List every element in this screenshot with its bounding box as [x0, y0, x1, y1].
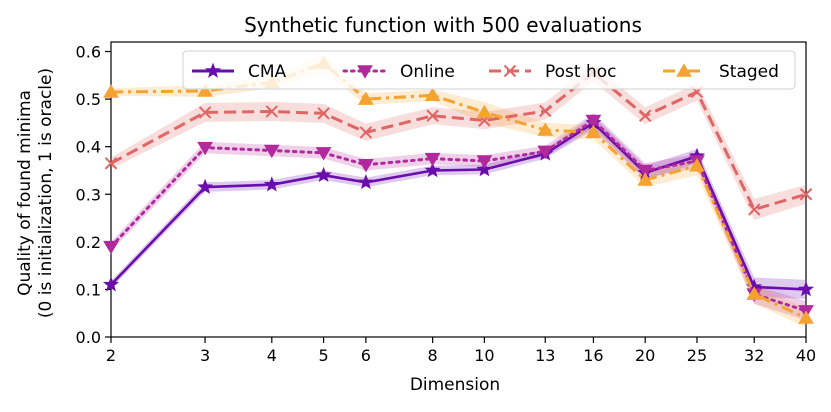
- data-point: [102, 276, 120, 292]
- y-tick-label: 0.6: [76, 43, 101, 62]
- data-point: [198, 106, 212, 119]
- data-point: [315, 166, 332, 183]
- data-point: [263, 144, 280, 159]
- data-point: [799, 188, 813, 201]
- legend-label: Online: [400, 62, 455, 82]
- data-point: [103, 240, 119, 255]
- data-point: [358, 91, 374, 105]
- x-tick-label: 6: [361, 346, 371, 365]
- legend-label: Post hoc: [545, 62, 617, 82]
- y-tick-label: 0.4: [76, 138, 101, 157]
- data-point: [798, 310, 814, 324]
- data-point: [637, 172, 654, 186]
- y-tick-label: 0.1: [76, 280, 101, 299]
- x-tick-label: 25: [687, 346, 707, 365]
- x-tick-label: 32: [744, 346, 764, 365]
- y-tick-label: 0.3: [76, 185, 101, 204]
- data-point: [104, 157, 118, 170]
- data-point: [197, 141, 213, 156]
- data-point: [537, 145, 554, 160]
- legend-marker: [204, 62, 222, 78]
- data-point: [357, 173, 374, 190]
- data-point: [265, 105, 279, 118]
- x-tick-label: 13: [535, 346, 555, 365]
- y-axis-label-line2: (0 is initialization, 1 is oracle): [36, 68, 56, 318]
- data-point: [359, 126, 373, 139]
- data-point: [585, 124, 602, 139]
- data-point: [537, 122, 554, 136]
- x-tick-label: 40: [796, 346, 816, 365]
- x-tick-label: 2: [106, 346, 116, 365]
- x-tick-label: 8: [428, 346, 438, 365]
- data-point: [637, 164, 654, 179]
- x-tick-label: 5: [318, 346, 328, 365]
- data-point: [424, 162, 441, 178]
- y-tick-label: 0.0: [76, 328, 101, 347]
- data-point: [263, 176, 280, 192]
- series-band: [111, 113, 806, 321]
- data-point: [585, 114, 602, 129]
- series-band: [111, 54, 806, 328]
- legend-marker: [357, 65, 373, 79]
- data-point: [424, 152, 441, 167]
- y-axis-label-line1: Quality of found minima: [15, 90, 35, 296]
- data-point: [746, 286, 763, 300]
- y-tick-label: 0.5: [76, 90, 101, 109]
- x-tick-label: 3: [200, 346, 210, 365]
- data-point: [638, 109, 652, 122]
- data-point: [797, 280, 815, 297]
- legend-label: Staged: [719, 62, 779, 82]
- data-point: [476, 104, 493, 119]
- data-point: [424, 87, 441, 102]
- data-point: [748, 203, 761, 216]
- data-point: [476, 155, 493, 169]
- data-point: [197, 83, 213, 97]
- y-tick-label: 0.2: [76, 233, 101, 252]
- data-point: [689, 158, 705, 172]
- x-tick-label: 16: [583, 346, 603, 365]
- legend-marker: [503, 64, 517, 78]
- data-point: [315, 147, 332, 161]
- data-point: [197, 178, 214, 194]
- data-point: [358, 159, 374, 173]
- data-point: [103, 84, 119, 98]
- x-tick-label: 20: [635, 346, 655, 365]
- data-point: [426, 109, 439, 122]
- chart-title: Synthetic function with 500 evaluations: [244, 13, 642, 37]
- legend: CMA Online Post hoc Staged: [182, 50, 796, 90]
- data-point: [476, 161, 493, 177]
- axes-frame: [110, 41, 807, 338]
- x-tick-label: 10: [474, 346, 494, 365]
- x-tick-label: 4: [267, 346, 277, 365]
- data-point: [539, 104, 552, 118]
- data-point: [317, 107, 330, 120]
- legend-marker: [676, 63, 692, 77]
- x-axis-label: Dimension: [410, 375, 500, 395]
- plot-area: 0.0 0.1 0.2 0.3 0.4 0.5 0.6 2 3 4 5 6 8 10 13 16 20 25 32 4…: [76, 41, 816, 365]
- legend-label: CMA: [248, 62, 287, 82]
